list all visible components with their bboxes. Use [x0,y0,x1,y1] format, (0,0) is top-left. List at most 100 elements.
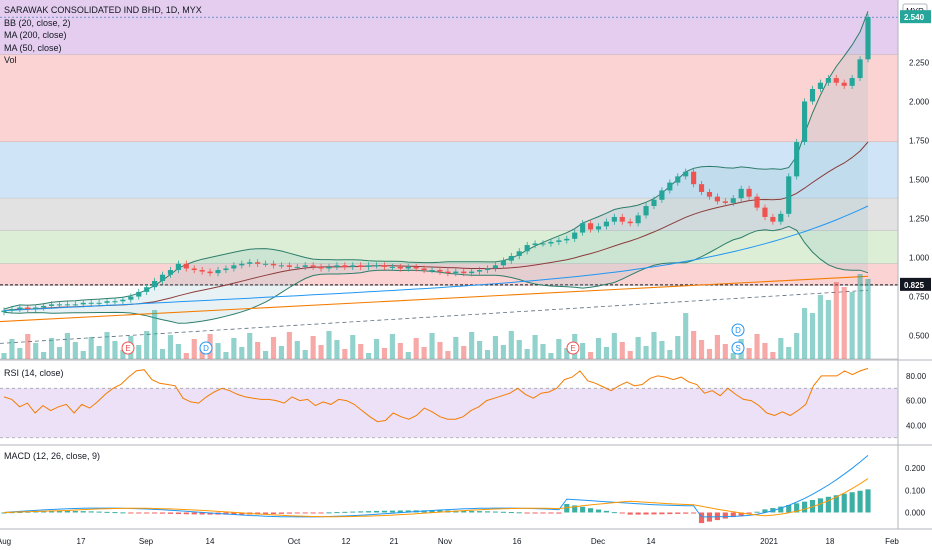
macd-histogram-bar [96,511,102,513]
candle [841,79,847,89]
candle [572,229,578,242]
candle-body [373,265,380,267]
volume-bar [152,310,158,359]
candle-body [619,216,625,222]
candle [675,173,681,186]
candle-body [500,260,506,266]
macd-histogram-bar [437,510,443,513]
macd-histogram-bar [524,512,530,514]
candle-body [817,82,824,89]
candle-body [833,78,839,83]
macd-histogram-bar [350,511,356,513]
macd-histogram-bar [841,493,847,513]
candle [318,263,324,272]
candle [461,268,467,277]
macd-histogram-bar [500,511,506,513]
candle [159,271,166,285]
macd-histogram-bar [667,512,673,515]
candle-body [778,213,784,222]
volume-bar [802,308,808,359]
candle [294,263,300,271]
candle-body [524,245,530,252]
candle-body [651,199,657,207]
macd-histogram-bar [508,512,514,514]
event-marker-d[interactable]: D [731,323,745,337]
candle [334,262,340,271]
candle-body [326,266,332,269]
macd-histogram-bar [548,512,554,514]
candle [635,212,641,227]
candle-body [366,265,372,267]
price-zone-1 [0,54,898,143]
candle [405,263,411,272]
event-marker-e[interactable]: E [566,341,580,355]
candle-body [9,309,15,311]
event-marker-d[interactable]: D [199,341,213,355]
candle [603,218,609,230]
macd-histogram-bar [865,489,871,513]
candle-body [516,251,522,256]
candle-body [809,88,816,102]
indicator-volume-label[interactable]: Vol [4,55,17,65]
volume-bar [318,345,324,359]
macd-histogram-bar [809,499,816,513]
candle [738,185,744,202]
macd-histogram-bar [714,512,720,521]
candle-body [564,238,570,241]
candle [413,263,419,272]
macd-histogram-bar [167,512,174,514]
candle [730,195,736,207]
macd-histogram-bar [144,512,150,514]
volume-bar [675,336,681,359]
candle-body [136,291,142,297]
candle-body [675,176,681,183]
event-marker-circle [121,341,135,355]
macd-histogram-bar [183,512,189,515]
macd-histogram-bar [334,512,340,514]
indicator-ma50-label[interactable]: MA (50, close) [4,42,62,53]
candle-body [381,265,388,267]
volume-bar [595,338,602,359]
macd-histogram-bar [429,510,435,513]
candle-body [762,207,768,217]
macd-histogram-bar [611,512,617,514]
volume-bar [603,347,609,359]
volume-bar [270,337,277,359]
macd-histogram-bar [786,504,792,513]
volume-bar [397,343,403,359]
volume-bar [167,335,174,359]
macd-histogram-bar [302,512,308,514]
volume-bar [263,351,269,359]
volume-bar [484,350,491,359]
event-marker-text: S [735,344,740,353]
event-marker-e[interactable]: E [121,341,135,355]
candle-body [318,266,324,269]
macd-label[interactable]: MACD (12, 26, close, 9) [4,451,101,461]
volume-bar [373,339,380,359]
candle-body [120,299,126,302]
candle-body [152,280,158,288]
candle-body [405,266,411,269]
candle [587,220,594,233]
last-price-tag-text: 2.540 [904,13,925,22]
candle [809,85,816,105]
signal-line [3,478,869,518]
event-marker-s[interactable]: S [731,341,745,355]
macd-histogram-bar [294,512,300,514]
indicator-ma200-label[interactable]: MA (200, close) [4,30,67,40]
candle-body [128,296,134,300]
candle-body [144,287,150,292]
volume-bar [183,353,189,359]
price-tick-label: 1.500 [909,176,930,185]
candle [215,266,221,277]
rsi-label[interactable]: RSI (14, close) [4,368,64,378]
candle-body [159,274,166,281]
indicator-bb-label[interactable]: BB (20, close, 2) [4,17,71,28]
macd-histogram-bar [849,492,855,513]
candle [247,259,253,267]
volume-bar [366,353,372,359]
candle [270,260,277,269]
candle [1,307,7,316]
volume-bar [532,335,538,359]
